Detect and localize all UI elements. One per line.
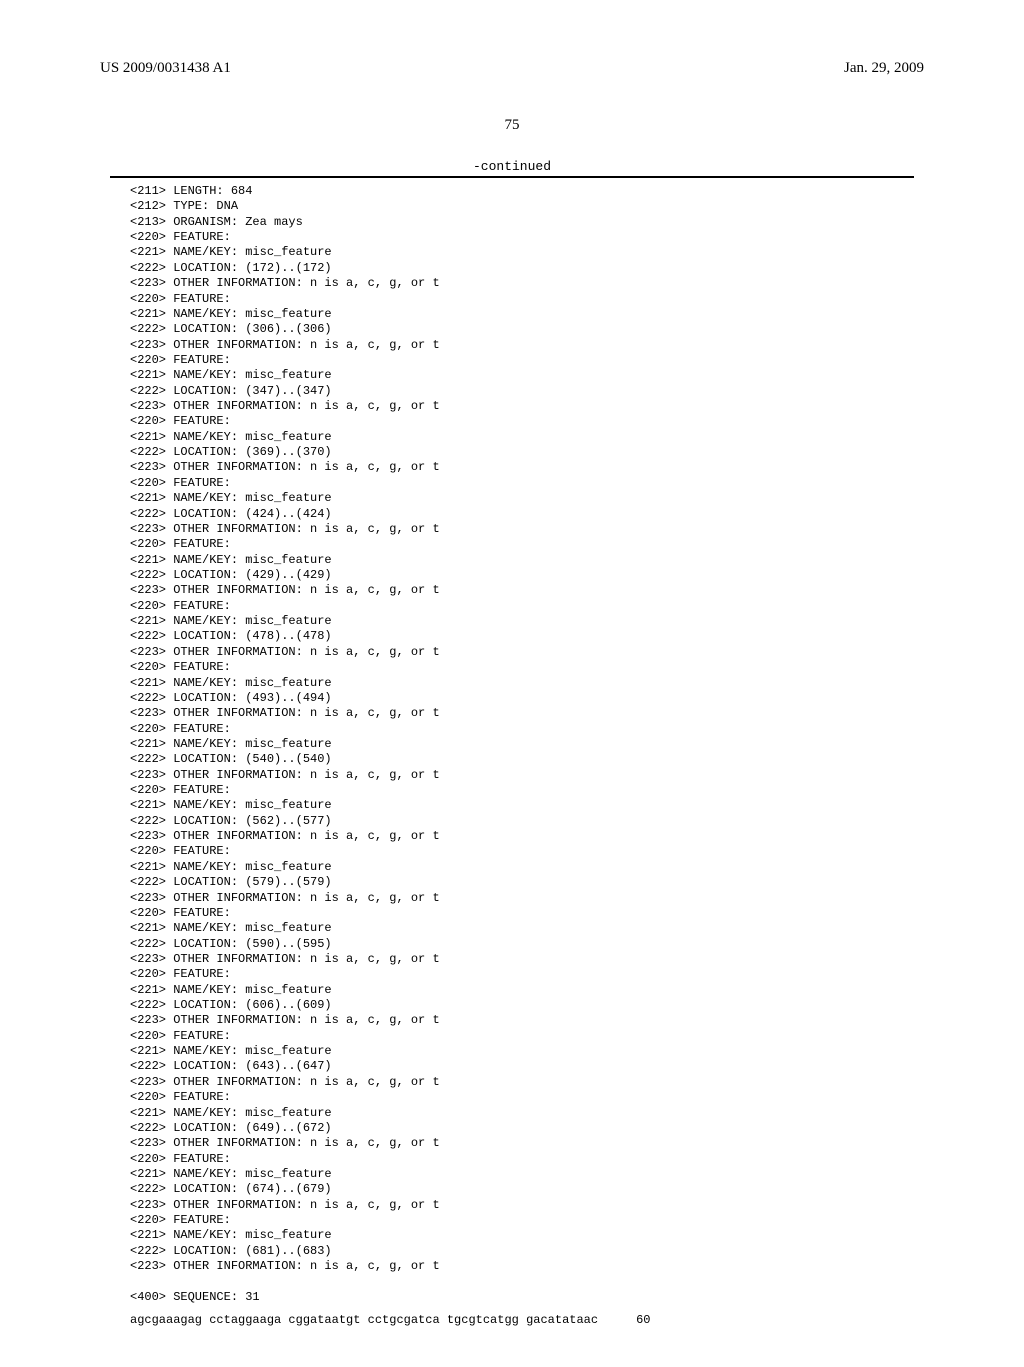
page-number: 75: [100, 117, 924, 134]
page-header: US 2009/0031438 A1 Jan. 29, 2009: [100, 60, 924, 77]
sequence-bases: agcgaaagag cctaggaaga cggataatgt cctgcga…: [130, 1313, 598, 1327]
sequence-row: agcgaaagag cctaggaaga cggataatgt cctgcga…: [130, 1313, 924, 1327]
horizontal-rule: [110, 176, 914, 178]
continued-label: -continued: [100, 159, 924, 174]
sequence-feature-listing: <211> LENGTH: 684 <212> TYPE: DNA <213> …: [130, 184, 924, 1305]
sequence-position: 60: [636, 1313, 650, 1327]
publication-date: Jan. 29, 2009: [844, 60, 924, 77]
patent-page: US 2009/0031438 A1 Jan. 29, 2009 75 -con…: [0, 0, 1024, 1367]
publication-number: US 2009/0031438 A1: [100, 60, 231, 77]
